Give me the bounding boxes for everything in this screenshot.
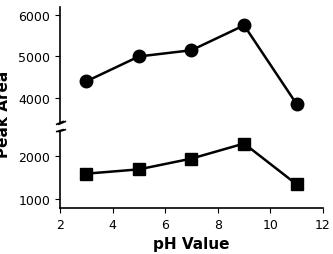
Text: Peak Area: Peak Area: [0, 71, 11, 158]
X-axis label: pH Value: pH Value: [153, 236, 230, 251]
